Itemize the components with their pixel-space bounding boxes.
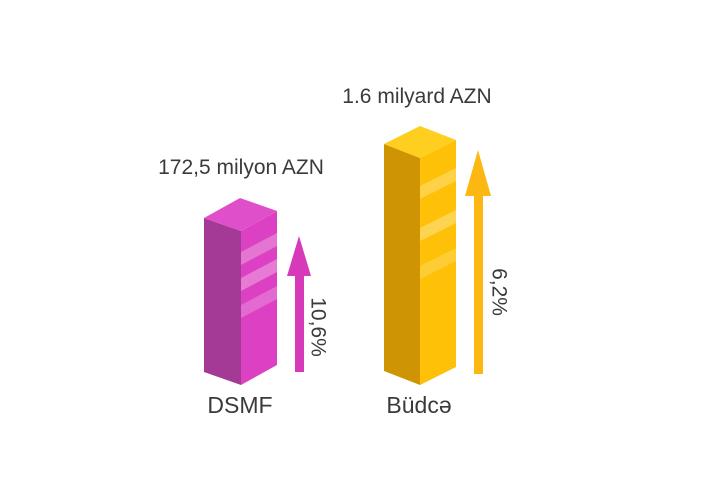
bar-dsmf-stripe [241, 259, 277, 291]
bar-dsmf-left-face [204, 218, 241, 385]
dsmf-value-label: 172,5 milyon AZN [158, 156, 324, 179]
dsmf-arrow-shaft [295, 271, 304, 372]
bar-dsmf-front-face [241, 211, 277, 385]
bar-budce [384, 126, 456, 385]
bar-dsmf-top-face [204, 198, 277, 231]
budce-arrow-head [465, 150, 491, 196]
budce-growth-label: 6,2% [487, 268, 511, 316]
bar-budce-stripe [420, 248, 456, 279]
dsmf-growth-arrow [287, 236, 311, 372]
budce-category-label: Büdcə [386, 392, 452, 418]
bar-budce-left-face [384, 144, 420, 385]
dsmf-arrow-head [287, 236, 311, 276]
dsmf-growth-label: 10,6% [306, 297, 330, 357]
dsmf-category-label: DSMF [207, 392, 273, 418]
bar-budce-stripe [420, 168, 456, 199]
bar-dsmf-stripe [241, 286, 277, 318]
bar-budce-front-face [420, 140, 456, 385]
bar-dsmf [204, 198, 277, 385]
bar-dsmf-stripe [241, 233, 277, 265]
bar-budce-top-face [384, 126, 456, 158]
budce-arrow-shaft [474, 192, 483, 374]
budce-value-label: 1.6 milyard AZN [342, 85, 492, 108]
budce-growth-arrow [465, 150, 491, 374]
bar-budce-stripe [420, 210, 456, 241]
